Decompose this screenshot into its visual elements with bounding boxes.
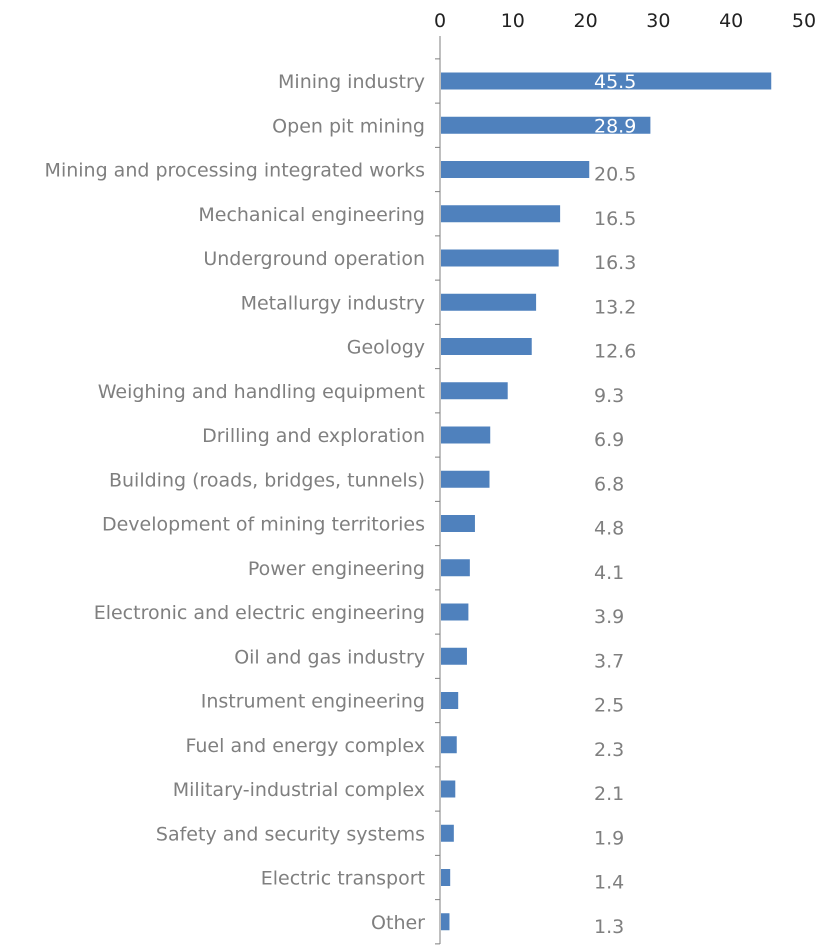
x-tick-label: 30 <box>646 10 670 32</box>
bar <box>441 116 651 134</box>
category-label: Metallurgy industry <box>241 292 425 314</box>
bar <box>441 72 772 90</box>
bar <box>441 205 561 223</box>
bar <box>441 603 469 621</box>
bar <box>441 249 559 267</box>
x-tick-label: 10 <box>501 10 525 32</box>
data-label: 3.7 <box>594 650 624 672</box>
data-label: 6.9 <box>594 429 624 451</box>
bar <box>441 470 490 488</box>
data-label: 1.9 <box>594 827 624 849</box>
bar <box>441 161 590 178</box>
category-label: Electric transport <box>261 868 425 890</box>
category-label: Safety and security systems <box>156 823 425 845</box>
data-label: 2.3 <box>594 739 624 761</box>
category-label: Oil and gas industry <box>234 646 425 668</box>
labels-group: Mining industry 45.5 Open pit mining 28.9 Mi… <box>45 71 637 938</box>
bar <box>441 338 532 355</box>
x-tick-label: 50 <box>792 10 816 32</box>
bar <box>441 515 475 532</box>
bar <box>441 824 454 842</box>
category-label: Building (roads, bridges, tunnels) <box>109 469 425 491</box>
data-label: 12.6 <box>594 341 636 363</box>
category-label: Fuel and energy complex <box>186 735 426 757</box>
category-label: Underground operation <box>203 248 425 270</box>
x-tick-label: 40 <box>719 10 743 32</box>
data-label: 2.1 <box>594 783 624 805</box>
category-label: Other <box>371 912 425 934</box>
category-label: Development of mining territories <box>102 514 425 536</box>
data-label: 9.3 <box>594 385 624 407</box>
category-label: Mining and processing integrated works <box>45 160 425 182</box>
category-label: Open pit mining <box>272 115 425 137</box>
bar <box>441 780 456 798</box>
bar <box>441 736 457 754</box>
data-label: 16.3 <box>594 252 636 274</box>
bar <box>441 426 491 444</box>
data-label: 20.5 <box>594 164 636 186</box>
data-label: 1.3 <box>594 916 624 938</box>
x-tick-label: 20 <box>574 10 598 32</box>
category-label: Mechanical engineering <box>198 204 425 226</box>
x-tick-label: 0 <box>434 10 446 32</box>
data-label: 4.1 <box>594 562 624 584</box>
category-label: Drilling and exploration <box>202 425 425 447</box>
bar <box>441 647 467 665</box>
data-label: 45.5 <box>594 71 636 93</box>
bar <box>441 559 470 577</box>
bar <box>441 692 459 709</box>
bar <box>441 382 508 400</box>
data-label: 16.5 <box>594 208 636 230</box>
bar <box>441 293 537 311</box>
data-label: 3.9 <box>594 606 624 628</box>
data-label: 13.2 <box>594 296 636 318</box>
data-label: 1.4 <box>594 872 624 894</box>
data-label: 6.8 <box>594 473 624 495</box>
category-label: Geology <box>347 337 425 359</box>
bar <box>441 869 451 886</box>
category-label: Power engineering <box>248 558 425 580</box>
data-label: 28.9 <box>594 115 636 137</box>
category-label: Instrument engineering <box>201 691 425 713</box>
y-axis <box>435 36 441 945</box>
bar <box>441 913 450 931</box>
category-label: Military-industrial complex <box>173 779 425 801</box>
data-label: 4.8 <box>594 518 624 540</box>
category-label: Mining industry <box>278 71 425 93</box>
x-axis: 0 10 20 30 40 50 <box>434 10 816 32</box>
data-label: 2.5 <box>594 695 624 717</box>
category-label: Weighing and handling equipment <box>98 381 425 403</box>
bars-group <box>441 72 772 931</box>
category-label: Electronic and electric engineering <box>94 602 425 624</box>
